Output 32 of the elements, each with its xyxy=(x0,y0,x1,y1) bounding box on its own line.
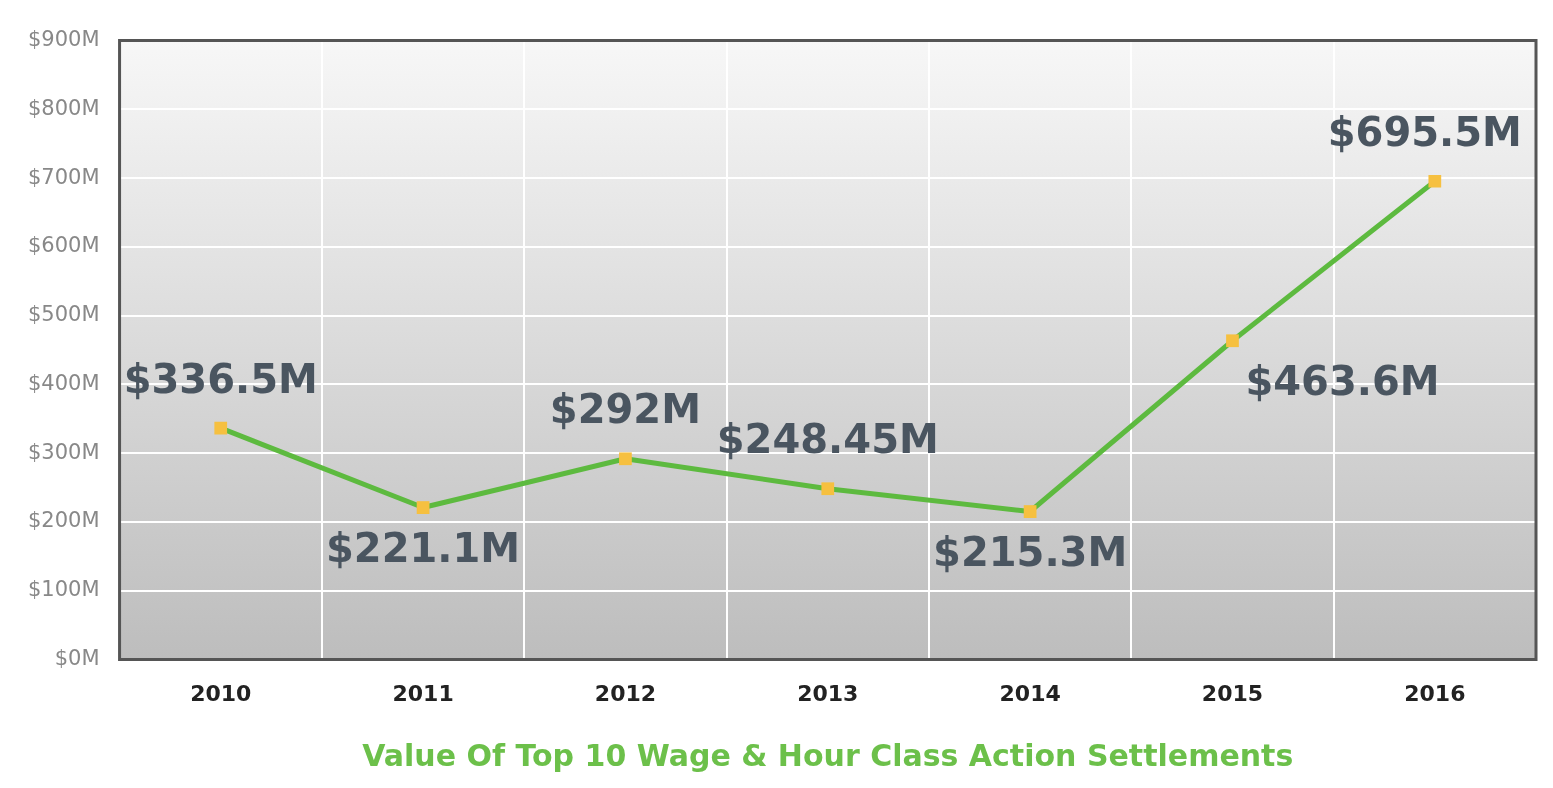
y-tick-label: $0M xyxy=(54,646,100,671)
y-tick-label: $400M xyxy=(28,370,100,395)
point xyxy=(1428,174,1442,188)
text: $463.6M xyxy=(1245,358,1440,405)
y-tick-label: $900M xyxy=(28,27,100,52)
text: $695.5M xyxy=(1327,108,1522,155)
x-tick-label: 2013 xyxy=(797,680,859,706)
x-tick-label: 2015 xyxy=(1201,680,1264,706)
x-tick-label: 2011 xyxy=(392,680,454,706)
text: $336.5M xyxy=(123,355,318,402)
point xyxy=(416,501,430,514)
text: $248.45M xyxy=(716,416,939,463)
x-tick-label: 2014 xyxy=(999,680,1061,706)
point xyxy=(1226,334,1239,348)
text: $292M xyxy=(549,386,701,433)
x-tick-label: 2016 xyxy=(1404,680,1466,706)
text: $215.3M xyxy=(933,528,1128,575)
y-tick-label: $600M xyxy=(28,233,100,258)
y-tick-label: $300M xyxy=(28,439,100,464)
text: $221.1M xyxy=(326,524,521,571)
point xyxy=(619,452,632,466)
point xyxy=(214,421,228,435)
x-tick-label: 2010 xyxy=(190,680,252,706)
y-tick-label: $800M xyxy=(28,95,100,120)
y-tick-label: $100M xyxy=(28,577,100,602)
y-tick-label: $700M xyxy=(28,164,100,189)
point xyxy=(821,482,835,496)
y-tick-label: $200M xyxy=(28,508,100,533)
x-tick-label: 2012 xyxy=(594,680,657,706)
x-axis-title: Value Of Top 10 Wage & Hour Class Action Settlements xyxy=(362,737,1294,773)
y-tick-label: $500M xyxy=(28,302,100,327)
point xyxy=(1023,505,1037,518)
